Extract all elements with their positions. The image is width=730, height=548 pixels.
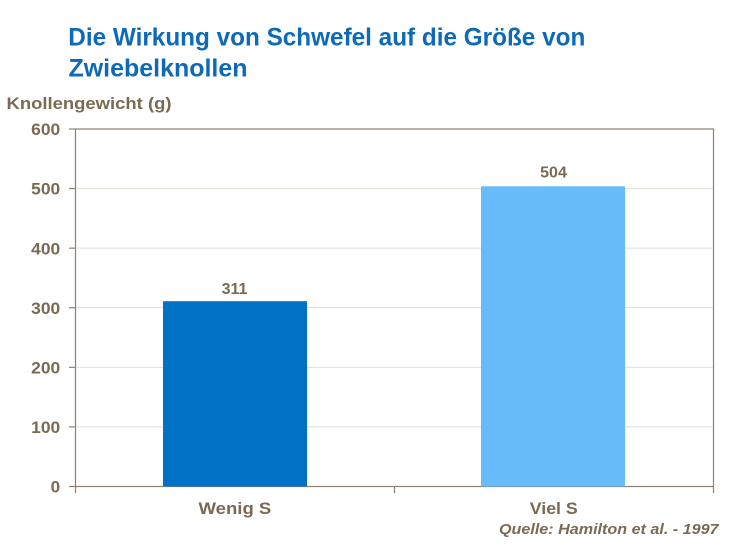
svg-text:400: 400 [31, 239, 60, 258]
svg-text:300: 300 [31, 299, 60, 318]
svg-text:200: 200 [31, 359, 60, 378]
svg-text:500: 500 [31, 180, 60, 199]
svg-text:0: 0 [51, 478, 61, 497]
svg-text:Knollengewicht (g): Knollengewicht (g) [7, 94, 172, 113]
svg-text:100: 100 [31, 418, 60, 437]
svg-text:Zwiebelknollen: Zwiebelknollen [69, 54, 248, 82]
svg-text:Viel S: Viel S [530, 499, 578, 518]
svg-text:600: 600 [31, 120, 60, 139]
svg-text:Die Wirkung von Schwefel auf d: Die Wirkung von Schwefel auf die Größe v… [68, 23, 585, 51]
svg-text:311: 311 [222, 281, 248, 298]
svg-text:Wenig S: Wenig S [199, 499, 272, 518]
svg-text:Quelle: Hamilton et al. - 1997: Quelle: Hamilton et al. - 1997 [499, 522, 720, 538]
svg-text:504: 504 [540, 165, 567, 182]
